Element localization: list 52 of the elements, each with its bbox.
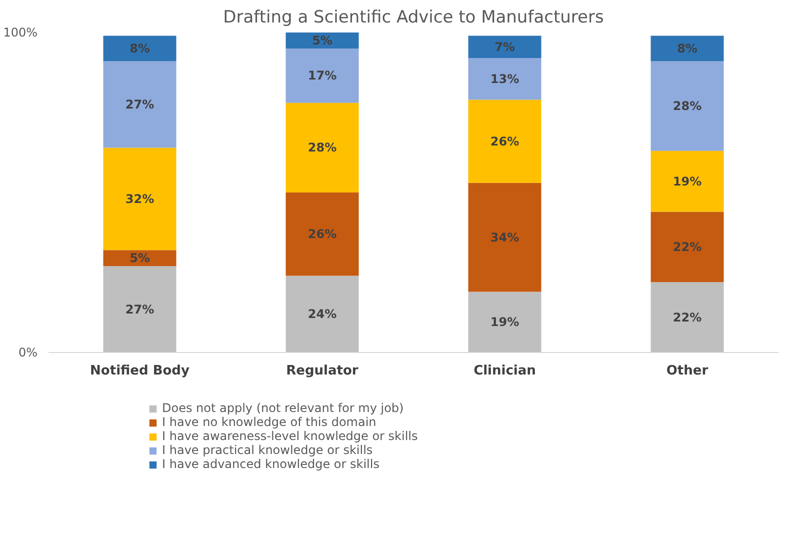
data-label: 8% <box>130 42 150 56</box>
data-label: 8% <box>677 42 698 56</box>
data-label: 19% <box>490 315 520 330</box>
y-tick-label: 100% <box>3 26 38 40</box>
data-label: 13% <box>490 72 520 86</box>
y-tick-label: 0% <box>18 346 38 360</box>
bar <box>650 36 724 62</box>
data-label: 28% <box>308 140 337 155</box>
data-label: 17% <box>308 68 337 83</box>
data-label: 26% <box>490 134 520 148</box>
bar <box>468 100 542 183</box>
data-label: 7% <box>494 40 515 54</box>
bar <box>103 36 176 62</box>
bar <box>650 212 724 282</box>
bar <box>286 276 359 352</box>
chart-title: Drafting a Scientific Advice to Manufacturers <box>223 8 604 28</box>
bar <box>468 292 542 352</box>
data-label: 34% <box>490 230 520 244</box>
data-label: 27% <box>125 98 154 112</box>
x-tick-label: Other <box>666 364 709 378</box>
bar <box>286 48 359 103</box>
bar <box>103 250 176 266</box>
data-label: 22% <box>672 240 702 254</box>
data-label: 5% <box>312 34 332 48</box>
bar <box>650 150 724 212</box>
data-label: 19% <box>672 174 702 188</box>
legend-label: I have no knowledge of this domain <box>162 415 376 429</box>
legend-label: I have practical knowledge or skills <box>162 443 373 457</box>
x-tick-label: Notified Body <box>90 364 190 378</box>
bar <box>468 36 542 58</box>
data-label: 28% <box>672 99 702 114</box>
legend-label: I have awareness-level knowledge or skills <box>162 429 418 443</box>
bar <box>286 32 359 48</box>
bar <box>103 148 176 250</box>
bar <box>286 192 359 276</box>
bar <box>468 182 542 292</box>
legend-label: I have advanced knowledge or skills <box>162 457 380 471</box>
bar <box>468 58 542 100</box>
data-label: 27% <box>125 302 154 316</box>
data-label: 24% <box>308 307 337 322</box>
bar <box>103 266 176 352</box>
data-label: 22% <box>672 310 702 324</box>
data-label: 5% <box>130 251 150 266</box>
x-tick-label: Regulator <box>286 364 359 378</box>
bar <box>650 61 724 151</box>
bar <box>103 61 176 148</box>
data-label: 32% <box>125 192 154 206</box>
bar <box>286 102 359 192</box>
data-label: 26% <box>308 227 337 242</box>
bar <box>650 282 724 352</box>
x-tick-label: Clinician <box>474 364 536 378</box>
legend-label: Does not apply (not relevant for my job) <box>162 401 404 415</box>
